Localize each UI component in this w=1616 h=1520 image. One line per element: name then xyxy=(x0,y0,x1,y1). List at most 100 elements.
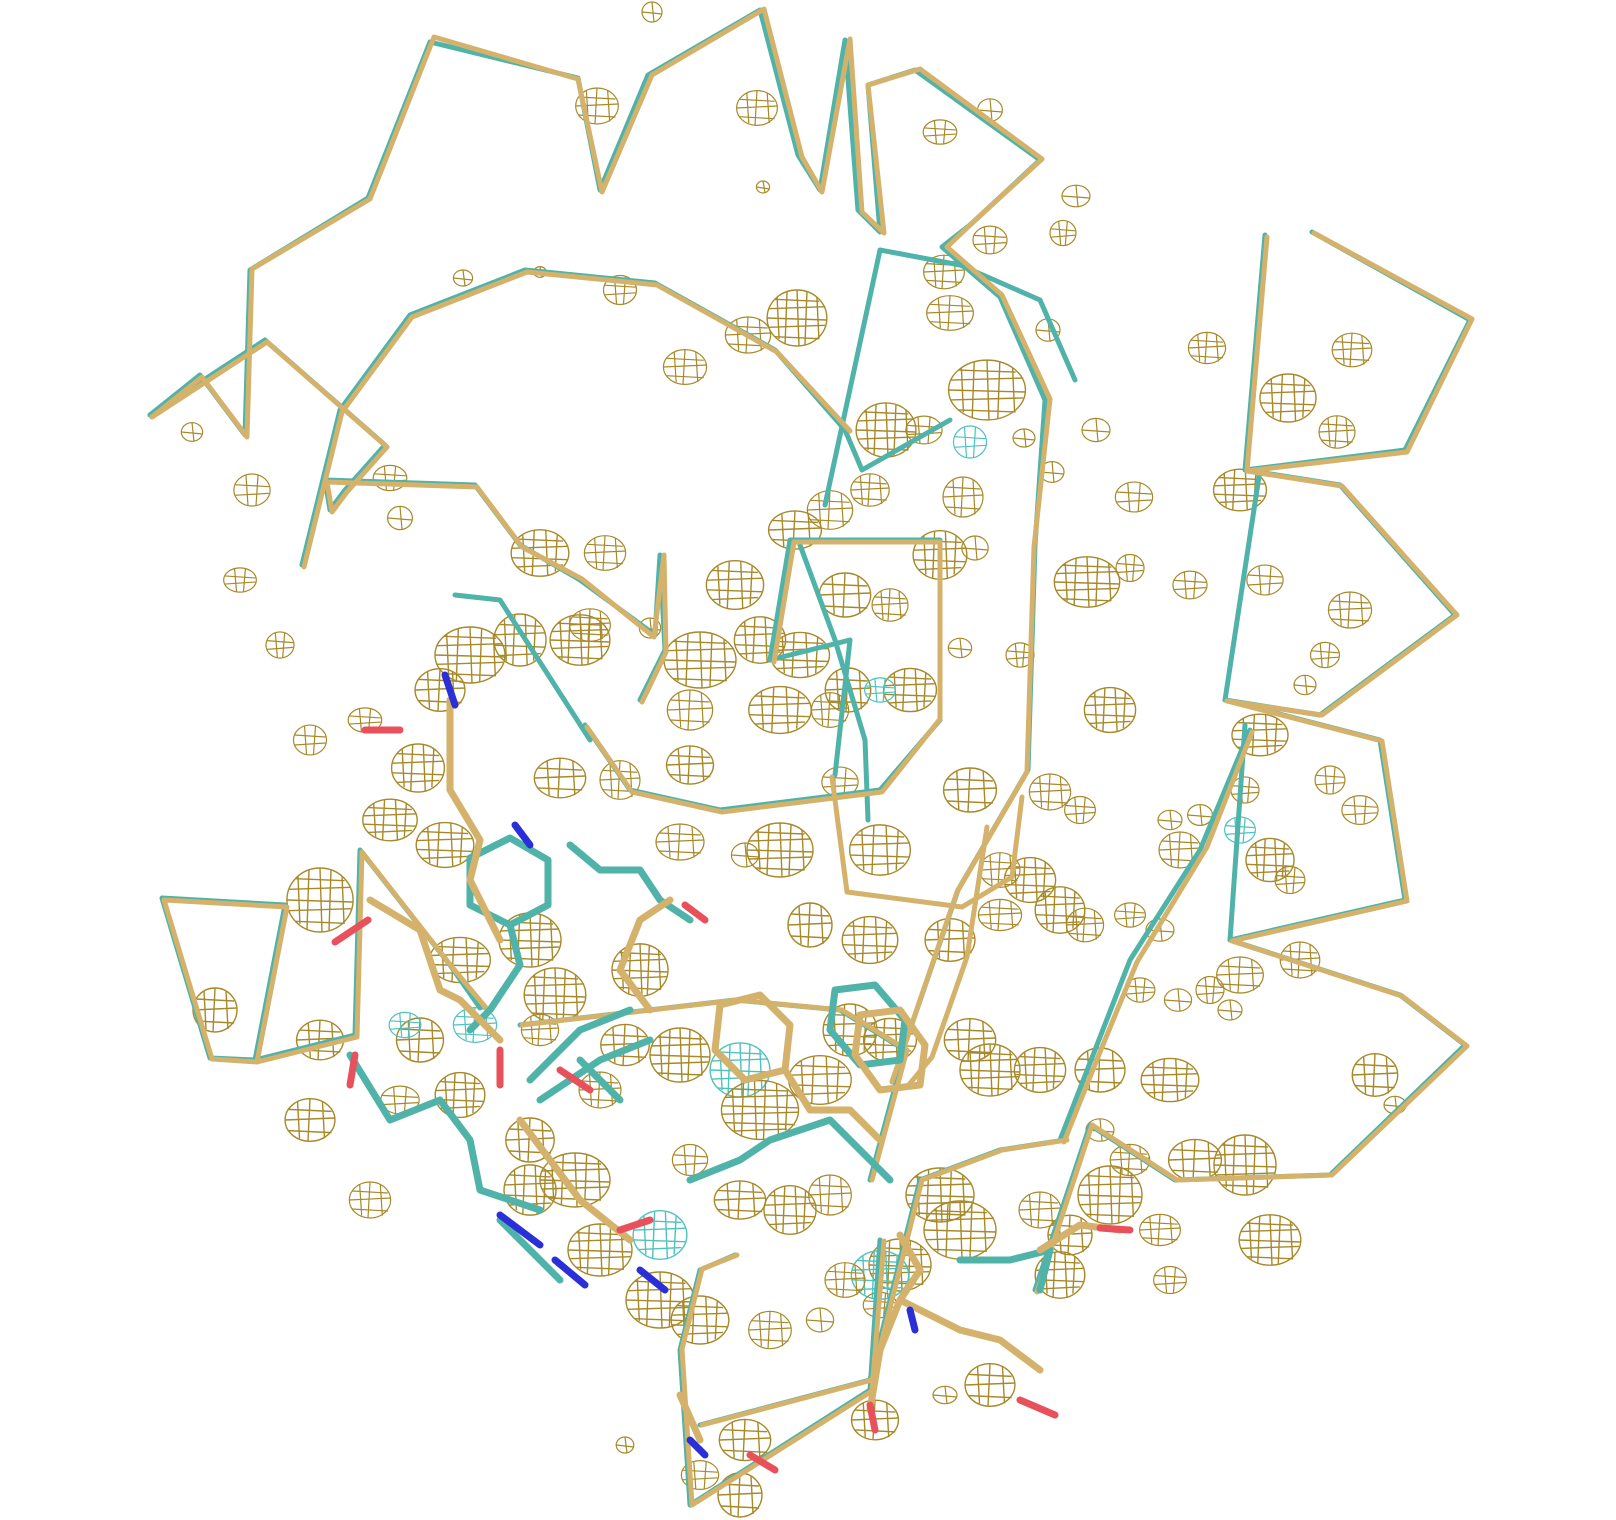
density-blob xyxy=(549,614,611,666)
density-blob xyxy=(1163,988,1193,1012)
nitrogen-bond xyxy=(511,821,534,849)
oxygen-bond xyxy=(746,1451,779,1474)
density-blob xyxy=(1259,373,1317,423)
density-blob xyxy=(1195,975,1225,1005)
sidechain xyxy=(346,1051,544,1214)
density-blob xyxy=(1115,553,1145,583)
density-blob xyxy=(428,936,492,984)
density-blob xyxy=(1246,564,1284,596)
backbone-segment xyxy=(1224,468,1460,718)
density-blob xyxy=(362,798,418,842)
density-blob xyxy=(943,1018,997,1062)
density-blob xyxy=(632,1210,688,1260)
density-blob xyxy=(755,180,771,194)
density-blob xyxy=(671,1143,709,1177)
density-blob xyxy=(947,637,973,659)
backbone-segment xyxy=(1244,230,1475,474)
density-blob xyxy=(1318,415,1356,449)
density-blob xyxy=(787,902,833,948)
density-blob xyxy=(932,1385,958,1405)
density-blob xyxy=(1063,795,1096,825)
density-blob xyxy=(713,1180,767,1220)
backbone-segment xyxy=(519,997,910,1183)
backbone-segment xyxy=(149,339,669,705)
sidechain xyxy=(516,1116,634,1244)
sidechain xyxy=(526,1006,634,1084)
density-blob xyxy=(655,823,705,861)
density-blob xyxy=(1034,1251,1086,1299)
sidechain xyxy=(566,841,694,924)
sidechain xyxy=(676,1391,704,1444)
oxygen-bond xyxy=(331,916,372,946)
density-blob xyxy=(1140,1057,1200,1103)
backbone-traces xyxy=(147,6,1475,1508)
oxygen-bond xyxy=(346,1051,359,1089)
sidechain xyxy=(896,1296,1044,1374)
density-blob xyxy=(390,743,446,793)
density-blob xyxy=(1061,184,1091,208)
density-blob xyxy=(1053,556,1121,608)
density-blob xyxy=(730,842,760,868)
backbone-segment xyxy=(1057,727,1253,1143)
density-blob xyxy=(1212,468,1268,512)
density-blob xyxy=(808,1174,852,1216)
backbone-segment xyxy=(1034,938,1470,1295)
density-blob xyxy=(848,824,912,876)
density-blob xyxy=(720,1079,800,1141)
density-blob xyxy=(724,316,772,354)
density-blob xyxy=(871,588,909,622)
density-blob xyxy=(961,535,989,561)
sidechain xyxy=(496,1216,564,1284)
density-blob xyxy=(233,473,271,507)
density-blob xyxy=(348,1181,392,1219)
density-blob xyxy=(452,269,474,287)
backbone-segment xyxy=(149,6,1053,1085)
density-blob xyxy=(388,1011,422,1039)
density-blob xyxy=(1013,1046,1067,1094)
sidechain xyxy=(366,896,504,1044)
density-blob xyxy=(1153,1265,1187,1295)
density-blob xyxy=(1157,809,1183,831)
density-blob xyxy=(533,757,587,799)
backbone-segment xyxy=(699,1137,1070,1428)
density-blob xyxy=(1341,794,1379,825)
density-blob xyxy=(641,1,663,23)
nitrogen-bond xyxy=(686,1436,709,1459)
sidechain xyxy=(781,1066,884,1144)
backbone-segment xyxy=(1061,729,1255,1145)
density-blob xyxy=(1083,686,1137,734)
density-blob xyxy=(583,535,627,571)
density-blob xyxy=(1187,331,1227,365)
sidechain xyxy=(686,1116,894,1184)
density-blob xyxy=(1028,773,1072,811)
density-blob xyxy=(387,505,414,531)
heteroatoms xyxy=(331,671,1134,1474)
density-blob xyxy=(666,689,714,731)
density-blob xyxy=(850,473,890,507)
sidechain xyxy=(536,1036,654,1104)
sidechain xyxy=(576,1056,624,1104)
density-blob xyxy=(615,1436,635,1454)
electron-density-mesh xyxy=(180,1,1407,1518)
backbone-segment xyxy=(797,542,871,823)
backbone-segment xyxy=(829,774,1025,910)
density-blob xyxy=(766,289,828,347)
density-blob xyxy=(415,821,475,869)
sidechains-teal xyxy=(346,834,1054,1294)
density-blob xyxy=(805,1307,835,1333)
oxygen-bond xyxy=(866,1401,879,1434)
density-blob xyxy=(1114,481,1154,513)
density-blob xyxy=(286,867,354,933)
density-blob xyxy=(1327,591,1373,629)
density-blob xyxy=(748,1310,792,1350)
density-blob xyxy=(1238,1214,1302,1266)
backbone-segment xyxy=(301,269,853,570)
nitrogen-bond xyxy=(496,1211,544,1249)
density-blob xyxy=(665,745,715,785)
nitrogen-bond xyxy=(906,1306,919,1334)
density-blob xyxy=(503,1164,557,1216)
density-blob xyxy=(1216,956,1264,994)
density-blob xyxy=(395,1017,445,1063)
